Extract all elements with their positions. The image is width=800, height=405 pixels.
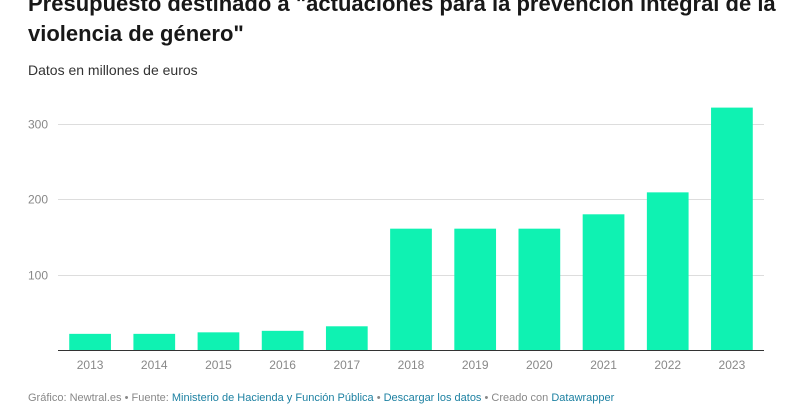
bar-2022: [646, 192, 689, 351]
x-tick-label: 2013: [77, 358, 104, 372]
bar-2015: [197, 332, 240, 351]
chart-subtitle: Datos en millones de euros: [28, 62, 198, 78]
x-tick-label: 2022: [654, 358, 681, 372]
x-tick-label: 2016: [269, 358, 296, 372]
bar-2023: [711, 107, 753, 351]
bar-2016: [261, 330, 304, 351]
x-tick-label: 2018: [398, 358, 425, 372]
chart-title: Presupuesto destinado a "actuaciones par…: [28, 0, 776, 46]
source-link[interactable]: Ministerio de Hacienda y Función Pública: [171, 392, 374, 404]
x-tick-label: 2019: [462, 358, 489, 372]
bar-2018: [390, 228, 432, 351]
x-tick-label: 2023: [719, 358, 746, 372]
bar-2013: [69, 333, 111, 351]
footer-credit: Gráfico: Newtral.es • Fuente:: [28, 392, 172, 404]
bar-2017: [325, 326, 368, 351]
bar-2014: [133, 333, 176, 351]
bar-2019: [454, 228, 497, 351]
x-tick-label: 2017: [333, 358, 360, 372]
y-tick-label: 300: [28, 118, 48, 132]
bar-2020: [518, 228, 561, 351]
x-tick-label: 2021: [590, 358, 617, 372]
bar-2021: [582, 214, 625, 351]
download-data-link[interactable]: Descargar los datos: [383, 392, 482, 404]
y-tick-label: 100: [28, 269, 48, 283]
footer-separator: •: [373, 392, 384, 404]
x-tick-label: 2014: [141, 358, 168, 372]
chart-footer: Gráfico: Newtral.es • Fuente: Ministerio…: [28, 391, 614, 405]
y-tick-label: 200: [28, 193, 48, 207]
x-tick-label: 2020: [526, 358, 553, 372]
footer-created-with: • Creado con: [481, 392, 552, 404]
x-tick-label: 2015: [205, 358, 232, 372]
datawrapper-link[interactable]: Datawrapper: [551, 392, 615, 404]
